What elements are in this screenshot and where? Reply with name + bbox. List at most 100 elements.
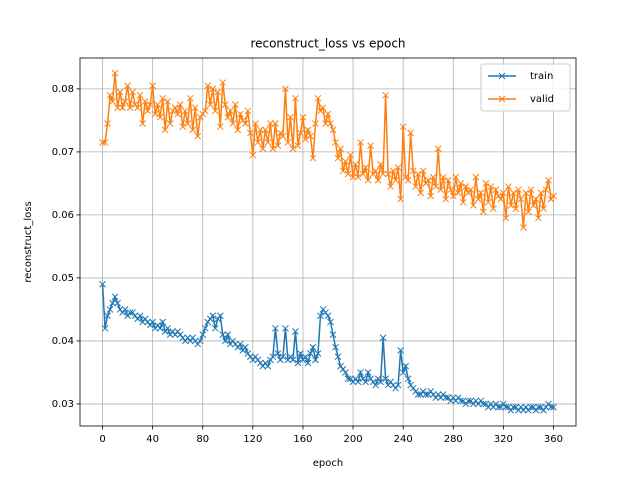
point-marker [467,186,475,194]
point-marker [156,324,164,332]
point-marker [196,337,204,345]
point-marker [181,107,189,115]
point-marker [126,309,134,316]
point-marker [254,139,262,146]
point-marker [126,104,134,112]
point-marker [121,98,129,105]
legend-label: train [530,71,553,82]
point-marker [231,101,239,108]
point-marker [384,170,392,178]
point-marker [432,183,440,190]
point-marker [414,391,422,398]
x-tick-label: 200 [344,434,363,445]
point-marker [257,126,264,134]
x-axis-label: epoch [313,458,343,469]
point-marker [442,394,450,401]
point-marker [219,79,227,86]
point-marker [109,299,116,307]
point-marker [104,120,111,127]
point-marker [324,110,332,118]
point-marker [106,306,114,313]
point-marker [482,180,490,187]
point-marker [199,331,207,338]
point-marker [314,94,322,102]
x-tick-label: 320 [494,434,513,445]
x-tick-label: 80 [196,434,209,445]
point-marker [174,110,182,118]
point-marker [329,331,337,338]
point-marker [327,318,334,326]
point-marker [322,120,329,127]
point-marker [226,107,234,115]
point-marker [302,135,309,143]
point-marker [424,176,432,184]
point-marker [139,120,146,127]
point-marker [457,397,465,405]
point-marker [527,403,535,411]
point-marker [374,176,382,184]
point-marker [224,331,232,338]
point-marker [332,343,339,351]
point-marker [304,126,312,134]
point-marker [367,142,374,149]
point-marker [124,82,131,90]
point-marker [512,205,520,212]
point-marker [352,161,359,168]
point-marker [332,139,339,146]
point-marker [246,129,254,137]
point-marker [530,202,537,209]
point-marker [229,120,237,127]
x-tick-label: 280 [444,434,463,445]
point-marker [357,369,364,376]
point-marker [399,123,407,131]
point-marker [211,324,219,332]
point-marker [387,183,394,190]
point-marker [149,82,156,90]
legend-label: valid [530,94,554,105]
point-marker [377,378,384,386]
point-marker [151,110,159,118]
point-marker [520,224,527,231]
point-marker [244,107,252,115]
point-marker [312,120,319,127]
point-marker [464,397,472,405]
point-marker [382,375,389,383]
point-marker [379,170,387,178]
point-marker [344,375,352,383]
y-axis-label: reconstruct_loss [23,201,34,282]
y-tick-label: 0.05 [52,273,74,284]
point-marker [179,123,187,131]
point-marker [136,91,144,99]
point-marker [399,369,407,376]
point-marker [522,189,530,197]
point-marker [216,123,224,131]
point-marker [164,98,172,105]
y-tick-label: 0.04 [52,336,74,347]
point-marker [324,312,332,320]
point-marker [334,353,342,361]
point-marker [156,113,164,121]
point-marker [502,403,510,411]
point-marker [510,403,517,411]
point-marker [209,85,217,93]
y-tick-label: 0.03 [52,399,74,410]
point-marker [500,189,507,197]
point-marker [189,126,197,134]
point-marker [502,214,510,222]
point-marker [216,312,224,320]
point-marker [527,186,535,194]
point-marker [241,120,249,127]
point-marker [507,202,515,209]
point-marker [221,337,229,345]
point-marker [159,318,167,326]
point-marker [259,145,267,153]
point-marker [287,113,294,121]
point-marker [510,189,517,197]
point-marker [537,189,545,197]
point-marker [249,151,257,159]
point-marker [194,132,202,140]
point-marker [429,173,437,181]
point-marker [292,94,299,102]
point-marker [494,403,502,411]
point-marker [354,378,362,386]
